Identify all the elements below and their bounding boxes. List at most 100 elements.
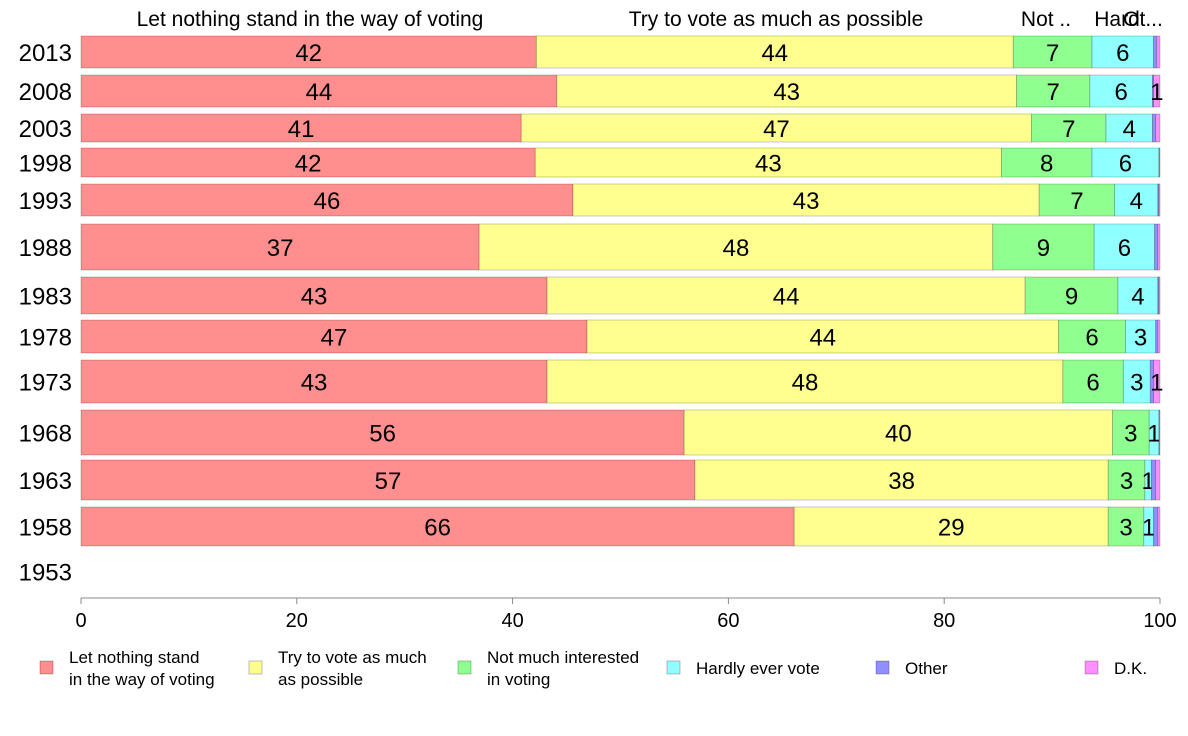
data-label: 29 (938, 515, 965, 542)
bar-segment-2003-5 (1155, 113, 1161, 143)
bar-segment-1973-0 (80, 359, 548, 404)
bar-segment-2008-0 (80, 74, 558, 108)
data-label: 4 (1130, 188, 1143, 215)
bar-segment-1988-1 (478, 223, 994, 271)
bar-segment-1983-1 (546, 276, 1026, 315)
bar-segment-1968-2 (1112, 409, 1150, 456)
legend-label: Other (905, 659, 948, 678)
bar-segment-1983-3 (1117, 276, 1159, 315)
bar-segment-1998-4 (1158, 147, 1161, 178)
category-label: 1953 (19, 560, 72, 587)
bar-segment-1958-1 (793, 506, 1109, 547)
category-label: 1968 (19, 421, 72, 448)
legend-label: Hardly ever vote (696, 659, 820, 678)
data-label: 66 (424, 515, 451, 542)
data-label: 7 (1070, 188, 1083, 215)
bar-segment-1963-2 (1107, 459, 1146, 501)
bar-segment-1963-1 (694, 459, 1109, 501)
x-tick-label: 20 (286, 610, 308, 632)
bar-segment-1973-1 (546, 359, 1064, 404)
bar-segment-2003-0 (80, 113, 522, 143)
column-header-label: Hard (1094, 8, 1140, 31)
bar-segment-1958-2 (1107, 506, 1145, 547)
data-label: 43 (301, 370, 328, 397)
data-label: 3 (1124, 421, 1137, 448)
data-label: 42 (295, 40, 322, 67)
category-label: 1993 (19, 188, 72, 215)
category-label: 1958 (19, 515, 72, 542)
bar-segment-1963-4 (1150, 459, 1157, 501)
bar-segment-2008-1 (556, 74, 1017, 108)
legend-label: in voting (487, 670, 550, 689)
x-tick-label: 40 (501, 610, 523, 632)
legend-swatch (457, 660, 472, 675)
legend-label: Not much interested (487, 648, 639, 667)
bar-segment-1978-2 (1058, 319, 1126, 354)
bar-segment-1993-1 (572, 183, 1040, 217)
bar-segment-1998-1 (534, 147, 1002, 178)
bar-segment-1988-5 (1157, 223, 1161, 271)
bar-segment-1988-3 (1093, 223, 1156, 271)
bar-segment-1988-2 (992, 223, 1095, 271)
data-label: 1 (1147, 421, 1160, 448)
data-label: 3 (1119, 515, 1132, 542)
legend-swatch (248, 660, 263, 675)
bar-segment-2003-4 (1152, 113, 1157, 143)
data-label: 48 (792, 370, 819, 397)
data-label: 8 (1040, 151, 1053, 178)
data-label: 47 (763, 116, 790, 143)
bar-segment-1998-3 (1091, 147, 1160, 178)
data-label: 4 (1123, 116, 1136, 143)
category-label: 1983 (19, 284, 72, 311)
bar-segment-2013-0 (80, 35, 537, 69)
bar-segment-1998-0 (80, 147, 536, 178)
column-header-label: Let nothing stand in the way of voting (137, 8, 484, 31)
legend-label: D.K. (1114, 659, 1147, 678)
category-label: 1963 (19, 468, 72, 495)
bar-segment-1993-2 (1038, 183, 1116, 217)
bar-segment-2013-4 (1153, 35, 1158, 69)
bar-segment-2003-3 (1105, 113, 1153, 143)
data-label: 6 (1085, 325, 1098, 352)
data-label: 7 (1046, 79, 1059, 106)
data-label: 43 (773, 79, 800, 106)
data-label: 44 (773, 284, 800, 311)
bar-segment-2008-3 (1089, 74, 1153, 108)
data-label: 6 (1119, 151, 1132, 178)
bar-segment-1983-0 (80, 276, 548, 315)
data-label: 1 (1150, 370, 1163, 397)
bar-segment-1958-4 (1153, 506, 1159, 547)
bar-segment-1993-5 (1158, 183, 1161, 217)
bar-segment-1978-1 (586, 319, 1059, 354)
data-label: 7 (1062, 116, 1075, 143)
bar-segment-2008-2 (1016, 74, 1091, 108)
data-label: 3 (1134, 325, 1147, 352)
bar-segment-1983-5 (1158, 276, 1161, 315)
data-label: 6 (1086, 370, 1099, 397)
data-label: 3 (1120, 468, 1133, 495)
bar-segment-1988-0 (80, 223, 480, 271)
data-label: 44 (306, 79, 333, 106)
bar-segment-1998-2 (1000, 147, 1093, 178)
data-label: 56 (369, 421, 396, 448)
data-label: 43 (301, 284, 328, 311)
bar-segment-1983-2 (1024, 276, 1119, 315)
category-label: 2013 (19, 40, 72, 67)
category-label: 1973 (19, 370, 72, 397)
bar-segment-2008-5 (1153, 74, 1161, 108)
category-label: 1998 (19, 151, 72, 178)
bar-segment-1958-5 (1157, 506, 1161, 547)
data-label: 43 (793, 188, 820, 215)
x-tick-label: 80 (933, 610, 955, 632)
bar-segment-1978-5 (1157, 319, 1161, 354)
bar-segment-2013-5 (1156, 35, 1161, 69)
data-label: 44 (809, 325, 836, 352)
legend-label: as possible (278, 670, 363, 689)
bar-segment-1978-4 (1155, 319, 1159, 354)
data-label: 6 (1114, 79, 1127, 106)
category-label: 2003 (19, 116, 72, 143)
bar-segment-2013-1 (535, 35, 1014, 69)
bar-segment-1968-0 (80, 409, 685, 456)
data-label: 43 (755, 151, 782, 178)
